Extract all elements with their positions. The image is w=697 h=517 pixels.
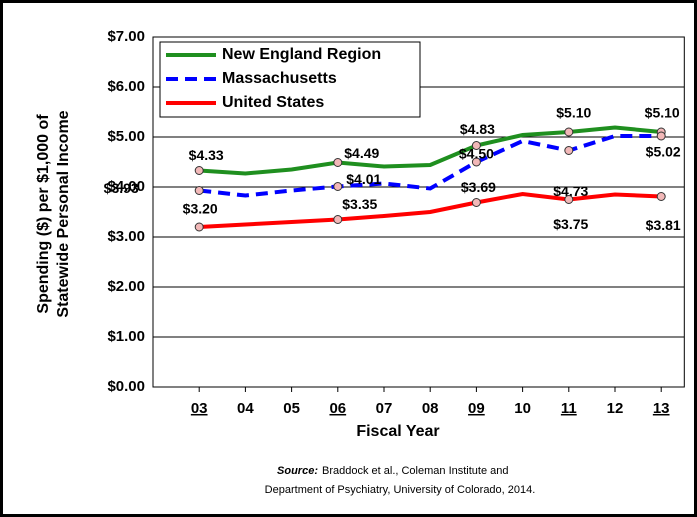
data-label: $3.75: [553, 216, 588, 232]
point-marker: [471, 198, 481, 207]
x-tick-label: 07: [376, 400, 393, 417]
point-marker: [333, 158, 343, 167]
data-label: $4.49: [344, 145, 379, 161]
source-text: Braddock et al., Coleman Institute and: [322, 465, 509, 477]
y-tick-label: $7.00: [107, 28, 145, 45]
legend-label: Massachusetts: [222, 70, 337, 87]
data-label: $4.73: [553, 183, 588, 199]
y-axis-label: Spending ($) per $1,000 of: [35, 114, 52, 314]
y-axis-label: Statewide Personal Income: [55, 110, 72, 317]
series-line: [198, 134, 662, 198]
x-tick-label: 08: [422, 400, 439, 417]
data-label: $4.01: [346, 171, 381, 187]
data-label: $5.10: [645, 105, 680, 121]
data-label: $3.35: [342, 196, 377, 212]
point-marker: [471, 141, 481, 150]
data-label: $3.93: [104, 180, 139, 196]
legend-label: New England Region: [222, 46, 381, 63]
point-marker: [656, 192, 666, 201]
data-label: $3.20: [183, 201, 218, 217]
data-label: $4.33: [189, 147, 224, 163]
x-tick-label: 11: [561, 400, 577, 417]
y-tick-label: $3.00: [107, 228, 145, 245]
point-marker: [333, 182, 343, 191]
x-tick-label: 12: [607, 400, 624, 417]
y-tick-label: $2.00: [107, 278, 145, 295]
x-tick-label: 03: [191, 400, 208, 417]
legend-label: United States: [222, 94, 324, 111]
series-line: [199, 125, 662, 176]
x-tick-label: 05: [283, 400, 300, 417]
x-axis-label: Fiscal Year: [356, 423, 439, 440]
point-marker: [471, 157, 481, 167]
source-label: Source:: [277, 465, 318, 477]
point-marker: [564, 146, 574, 155]
data-label: $5.02: [646, 144, 681, 160]
y-tick-label: $5.00: [107, 128, 145, 145]
x-tick-label: 06: [329, 400, 346, 417]
data-label: $3.69: [461, 179, 496, 195]
y-tick-label: $1.00: [107, 328, 145, 345]
point-marker: [194, 222, 204, 232]
y-tick-label: $4.00: [107, 178, 145, 195]
source-text: Department of Psychiatry, University of …: [265, 484, 536, 496]
y-tick-label: $0.00: [107, 378, 145, 395]
point-marker: [194, 186, 204, 195]
data-label: $4.50: [459, 146, 494, 162]
point-marker: [656, 131, 666, 141]
series-line: [199, 191, 662, 229]
plot-area: [152, 36, 685, 388]
y-tick-label: $6.00: [107, 78, 145, 95]
x-tick-label: 13: [653, 400, 670, 417]
data-label: $3.81: [646, 217, 681, 233]
data-label: $4.83: [460, 121, 495, 137]
point-marker: [564, 127, 574, 137]
point-marker: [564, 195, 574, 204]
point-marker: [194, 166, 204, 175]
x-tick-label: 09: [468, 400, 485, 417]
x-tick-label: 04: [237, 400, 254, 417]
data-label: $5.10: [556, 105, 591, 121]
x-tick-label: 10: [514, 400, 531, 417]
point-marker: [333, 215, 343, 224]
